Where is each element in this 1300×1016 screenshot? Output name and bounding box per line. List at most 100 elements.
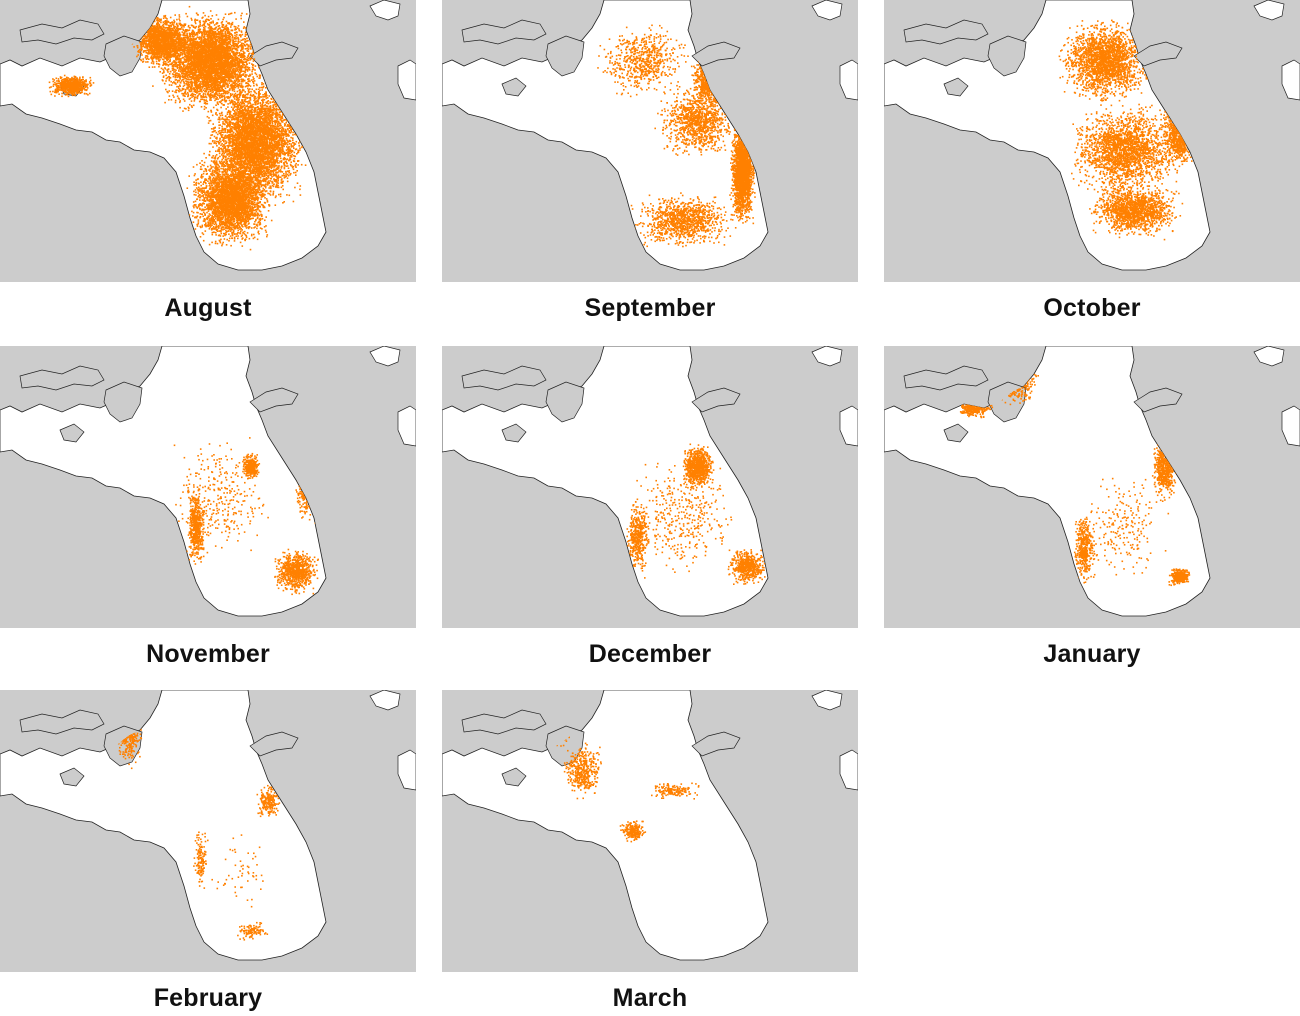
sighting-point <box>205 65 208 67</box>
sighting-point <box>249 85 252 87</box>
sighting-point <box>192 39 194 41</box>
sighting-point <box>230 26 232 28</box>
sighting-point <box>189 42 192 44</box>
sighting-point <box>199 93 201 95</box>
sighting-point <box>229 93 232 95</box>
sighting-point <box>191 19 193 21</box>
sighting-point <box>252 66 254 69</box>
sighting-point <box>212 45 214 47</box>
sighting-point <box>240 39 242 42</box>
sighting-point <box>256 199 259 202</box>
sighting-point <box>221 49 223 51</box>
sighting-point <box>247 50 250 52</box>
sighting-point <box>193 77 195 79</box>
sighting-point <box>191 92 194 95</box>
sighting-point <box>214 83 217 86</box>
sighting-point <box>190 71 192 74</box>
sighting-point <box>213 24 216 26</box>
sighting-point <box>160 56 163 59</box>
sighting-point <box>235 64 237 67</box>
sighting-point <box>161 79 164 81</box>
sighting-point <box>232 47 234 50</box>
sighting-point <box>201 78 204 81</box>
sighting-point <box>177 79 180 82</box>
sighting-point <box>180 57 182 60</box>
sighting-point <box>184 69 187 71</box>
sighting-point <box>188 107 190 109</box>
sighting-point <box>226 56 228 58</box>
sighting-point <box>227 53 229 56</box>
sighting-point <box>237 75 239 78</box>
sighting-point <box>228 33 231 35</box>
sighting-point <box>184 23 187 25</box>
sighting-point <box>202 89 205 92</box>
sighting-point <box>254 69 256 71</box>
sighting-point <box>178 14 181 16</box>
sighting-point <box>193 35 195 38</box>
sighting-point <box>215 104 217 106</box>
sighting-point <box>206 43 209 46</box>
sighting-point <box>230 64 233 66</box>
sighting-point <box>237 25 240 27</box>
sighting-point <box>242 42 245 45</box>
sighting-point <box>215 58 217 61</box>
sighting-point <box>178 87 180 90</box>
sighting-point <box>211 95 214 97</box>
sighting-point <box>211 31 214 34</box>
sighting-point <box>237 74 239 76</box>
sighting-point <box>209 37 212 39</box>
sighting-point <box>236 85 238 87</box>
sighting-point <box>180 90 182 92</box>
sighting-point <box>189 35 192 38</box>
sighting-point <box>236 31 238 34</box>
sighting-point <box>210 99 212 101</box>
sighting-point <box>165 74 167 77</box>
sighting-point <box>234 34 236 37</box>
sighting-point <box>233 54 235 56</box>
sighting-point <box>174 75 177 78</box>
sighting-point <box>161 72 164 74</box>
sighting-point <box>184 75 186 78</box>
sighting-point <box>203 70 206 73</box>
sighting-point <box>217 30 220 33</box>
sighting-point <box>166 90 168 93</box>
sighting-point <box>216 47 219 50</box>
sighting-point <box>246 43 248 46</box>
sighting-point <box>170 80 172 83</box>
sighting-point <box>192 37 195 40</box>
sighting-point <box>240 34 242 37</box>
sighting-point <box>223 35 225 38</box>
sighting-point <box>231 80 233 83</box>
sighting-point <box>184 55 186 58</box>
sighting-point <box>181 76 184 78</box>
sighting-point <box>231 35 234 38</box>
sighting-point <box>217 59 220 62</box>
sighting-point <box>233 90 236 92</box>
sighting-point <box>221 46 224 49</box>
sighting-point <box>162 76 165 78</box>
sighting-point <box>200 80 202 83</box>
sighting-point <box>167 68 170 70</box>
sighting-point <box>220 77 223 79</box>
sighting-point <box>195 48 198 50</box>
sighting-point <box>180 49 183 51</box>
sighting-point <box>219 57 221 59</box>
sighting-point <box>191 67 194 70</box>
sighting-point <box>220 29 223 31</box>
sighting-point <box>205 107 207 109</box>
sighting-point <box>240 44 242 46</box>
sighting-point <box>233 73 235 76</box>
sighting-point <box>238 28 240 30</box>
sighting-point <box>195 37 197 40</box>
sighting-point <box>223 26 225 29</box>
sighting-point <box>190 58 192 60</box>
sighting-point <box>195 91 198 93</box>
sighting-point <box>229 38 232 41</box>
sighting-point <box>202 20 205 23</box>
sighting-point <box>189 63 191 65</box>
sighting-point <box>201 46 204 48</box>
sighting-point <box>177 74 179 77</box>
sighting-point <box>204 93 207 95</box>
sighting-point <box>186 32 188 35</box>
sighting-point <box>224 57 227 60</box>
